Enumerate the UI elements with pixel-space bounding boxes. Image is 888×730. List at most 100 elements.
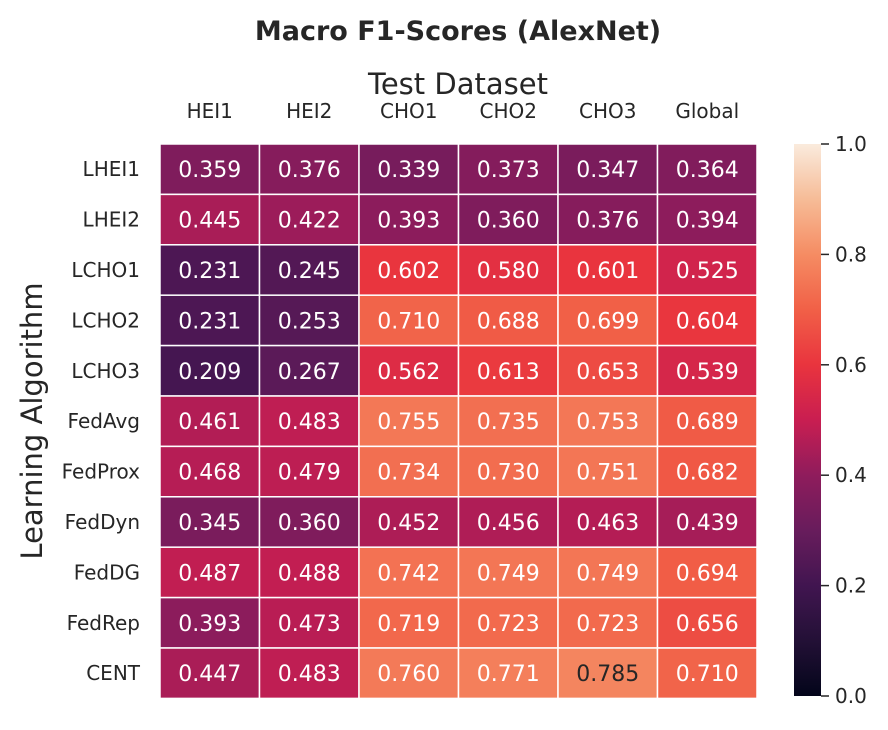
cell-value-label: 0.689 xyxy=(676,410,739,435)
heatmap-cell xyxy=(557,546,659,599)
y-tick-label: LCHO1 xyxy=(71,258,140,282)
heatmap-cell xyxy=(557,244,659,296)
cell-value-label: 0.653 xyxy=(576,360,639,385)
colorbar-gradient xyxy=(794,144,821,696)
cell-value-label: 0.656 xyxy=(676,612,739,637)
cell-value-label: 0.710 xyxy=(377,309,440,334)
colorbar-tick-label: 1.0 xyxy=(835,132,867,156)
cell-value-label: 0.267 xyxy=(278,360,341,385)
cell-value-label: 0.394 xyxy=(676,209,739,234)
cell-value-label: 0.602 xyxy=(377,259,440,284)
cell-value-label: 0.487 xyxy=(178,561,241,586)
cell-value-label: 0.562 xyxy=(377,360,440,385)
cell-value-label: 0.253 xyxy=(278,309,341,334)
heatmap-cell xyxy=(656,344,758,397)
cell-value-label: 0.601 xyxy=(576,259,639,284)
cell-value-label: 0.468 xyxy=(178,461,241,486)
y-tick-label: CENT xyxy=(86,661,141,685)
y-axis-label: Learning Algorithm xyxy=(15,282,49,559)
cell-value-label: 0.699 xyxy=(576,309,639,334)
heatmap-cell xyxy=(159,445,261,498)
heatmap-cell xyxy=(656,143,758,196)
heatmap-cell xyxy=(358,344,460,397)
heatmap-cell xyxy=(258,143,360,196)
cell-value-label: 0.483 xyxy=(278,662,341,687)
heatmap-cell xyxy=(656,395,758,448)
cell-value-label: 0.345 xyxy=(178,511,241,536)
cell-value-label: 0.364 xyxy=(676,158,739,183)
cell-value-labels: 0.359 0.376 0.339 0.373 0.347 0.364 0.445 0.422… xyxy=(178,158,738,687)
cell-value-label: 0.719 xyxy=(377,612,440,637)
heatmap-cell xyxy=(159,496,261,548)
y-tick-label: FedDG xyxy=(74,560,140,584)
heatmap-cell xyxy=(258,546,360,599)
x-tick-label: HEI1 xyxy=(187,99,233,123)
colorbar-tick-label: 0.2 xyxy=(835,574,867,598)
cell-value-label: 0.422 xyxy=(278,209,341,234)
x-tick-label: CHO1 xyxy=(380,99,437,123)
heatmap-cell xyxy=(457,445,559,498)
cell-value-label: 0.580 xyxy=(477,259,540,284)
x-tick-label: CHO2 xyxy=(480,99,537,123)
x-tick-label: Global xyxy=(675,99,739,123)
cell-value-label: 0.742 xyxy=(377,561,440,586)
cell-value-label: 0.393 xyxy=(178,612,241,637)
cell-value-label: 0.604 xyxy=(676,309,739,334)
cell-value-label: 0.751 xyxy=(576,461,639,486)
cell-value-label: 0.771 xyxy=(477,662,540,687)
cell-value-label: 0.753 xyxy=(576,410,639,435)
y-tick-label: LCHO2 xyxy=(71,308,140,332)
heatmap-cell xyxy=(656,294,758,347)
colorbar-tick-label: 0.0 xyxy=(835,684,867,708)
heatmap-cell xyxy=(258,596,360,649)
heatmap-cell xyxy=(258,193,360,246)
cell-value-label: 0.461 xyxy=(178,410,241,435)
cell-value-label: 0.373 xyxy=(477,158,540,183)
cell-value-label: 0.760 xyxy=(377,662,440,687)
cell-value-label: 0.755 xyxy=(377,410,440,435)
cell-value-label: 0.735 xyxy=(477,410,540,435)
heatmap-cell xyxy=(557,344,659,397)
cell-value-label: 0.483 xyxy=(278,410,341,435)
cell-value-label: 0.463 xyxy=(576,511,639,536)
heatmap-cell xyxy=(656,647,758,700)
heatmap-cells xyxy=(159,143,758,700)
chart-title: Macro F1-Scores (AlexNet) xyxy=(255,16,661,47)
heatmap-cell xyxy=(358,546,460,599)
heatmap-cell xyxy=(656,546,758,599)
x-tick-label: HEI2 xyxy=(286,99,332,123)
cell-value-label: 0.376 xyxy=(278,158,341,183)
cell-value-label: 0.452 xyxy=(377,511,440,536)
heatmap-cell xyxy=(457,193,559,246)
cell-value-label: 0.360 xyxy=(477,209,540,234)
colorbar-tick-label: 0.6 xyxy=(835,353,867,377)
heatmap-cell xyxy=(159,596,261,649)
cell-value-label: 0.749 xyxy=(477,561,540,586)
cell-value-label: 0.613 xyxy=(477,360,540,385)
cell-value-label: 0.231 xyxy=(178,259,241,284)
y-tick-label: LHEI2 xyxy=(83,208,140,232)
cell-value-label: 0.376 xyxy=(576,209,639,234)
y-tick-labels: LHEI1 LHEI2 LCHO1 LCHO2 LCHO3 FedAvg FedProx Fe… xyxy=(62,157,141,685)
colorbar xyxy=(794,144,821,696)
heatmap-cell xyxy=(557,596,659,649)
cell-value-label: 0.347 xyxy=(576,158,639,183)
cell-value-label: 0.749 xyxy=(576,561,639,586)
cell-value-label: 0.539 xyxy=(676,360,739,385)
cell-value-label: 0.479 xyxy=(278,461,341,486)
cell-value-label: 0.209 xyxy=(178,360,241,385)
cell-value-label: 0.231 xyxy=(178,309,241,334)
cell-value-label: 0.734 xyxy=(377,461,440,486)
heatmap-cell xyxy=(258,244,360,296)
heatmap-cell xyxy=(457,294,559,347)
heatmap-cell xyxy=(656,244,758,296)
cell-value-label: 0.723 xyxy=(576,612,639,637)
x-axis-label: Test Dataset xyxy=(367,67,548,101)
colorbar-tick-label: 0.4 xyxy=(835,463,867,487)
y-tick-label: FedAvg xyxy=(68,409,140,433)
y-tick-label: LHEI1 xyxy=(83,157,140,181)
heatmap-cell xyxy=(159,647,261,700)
cell-value-label: 0.393 xyxy=(377,209,440,234)
cell-value-label: 0.456 xyxy=(477,511,540,536)
